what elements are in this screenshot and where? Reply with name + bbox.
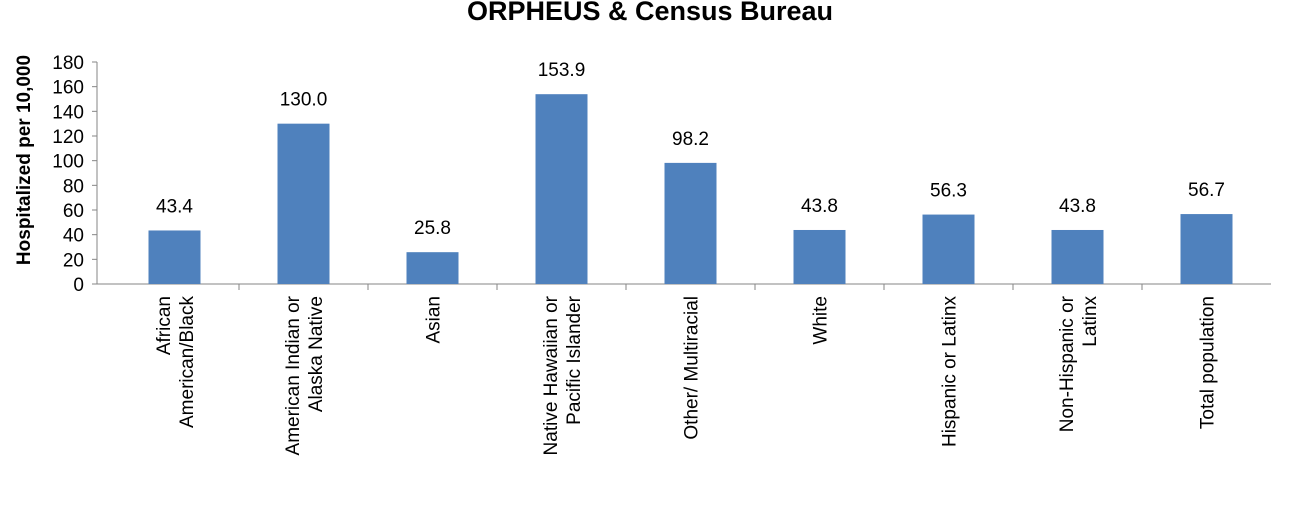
x-tick-label: African American/Black (154, 296, 198, 428)
x-tick-label: American Indian or Alaska Native (283, 295, 327, 455)
y-tick-label: 60 (63, 201, 84, 222)
y-tick-label: 180 (52, 53, 84, 74)
value-label: 56.3 (930, 181, 967, 202)
bar (535, 94, 588, 284)
value-label: 130.0 (280, 90, 328, 111)
bar (664, 162, 717, 284)
bar (1180, 214, 1233, 284)
x-tick-label: Non-Hispanic or Latinx (1057, 295, 1101, 432)
bar (1051, 229, 1104, 284)
y-tick-label: 100 (52, 152, 84, 173)
x-tick-label: Hispanic or Latinx (940, 296, 961, 448)
x-tick-label: Asian (424, 296, 445, 344)
y-tick-label: 140 (52, 102, 84, 123)
y-axis-label: Hospitalized per 10,000 (14, 55, 35, 265)
y-tick-label: 0 (73, 275, 84, 296)
x-tick-label: Total population (1198, 296, 1219, 429)
y-tick-label: 80 (63, 176, 84, 197)
bar (793, 229, 846, 284)
bar (277, 123, 330, 285)
bar (148, 230, 201, 284)
x-tick-label: White (811, 296, 832, 345)
value-label: 43.8 (1059, 196, 1096, 217)
value-label: 43.8 (801, 196, 838, 217)
value-label: 56.7 (1188, 180, 1225, 201)
y-tick-label: 20 (63, 250, 84, 271)
bar (922, 214, 975, 284)
value-label: 98.2 (672, 129, 709, 150)
y-tick-label: 160 (52, 78, 84, 99)
value-label: 25.8 (414, 218, 451, 239)
value-label: 43.4 (156, 196, 193, 217)
value-label: 153.9 (538, 60, 586, 81)
chart-title: ORPHEUS & Census Bureau (467, 0, 833, 26)
y-tick-label: 120 (52, 127, 84, 148)
x-tick-label: Other/ Multiracial (682, 296, 703, 440)
x-tick-label: Native Hawaiian or Pacific Islander (541, 295, 585, 455)
bar (406, 252, 459, 284)
y-tick-label: 40 (63, 226, 84, 247)
